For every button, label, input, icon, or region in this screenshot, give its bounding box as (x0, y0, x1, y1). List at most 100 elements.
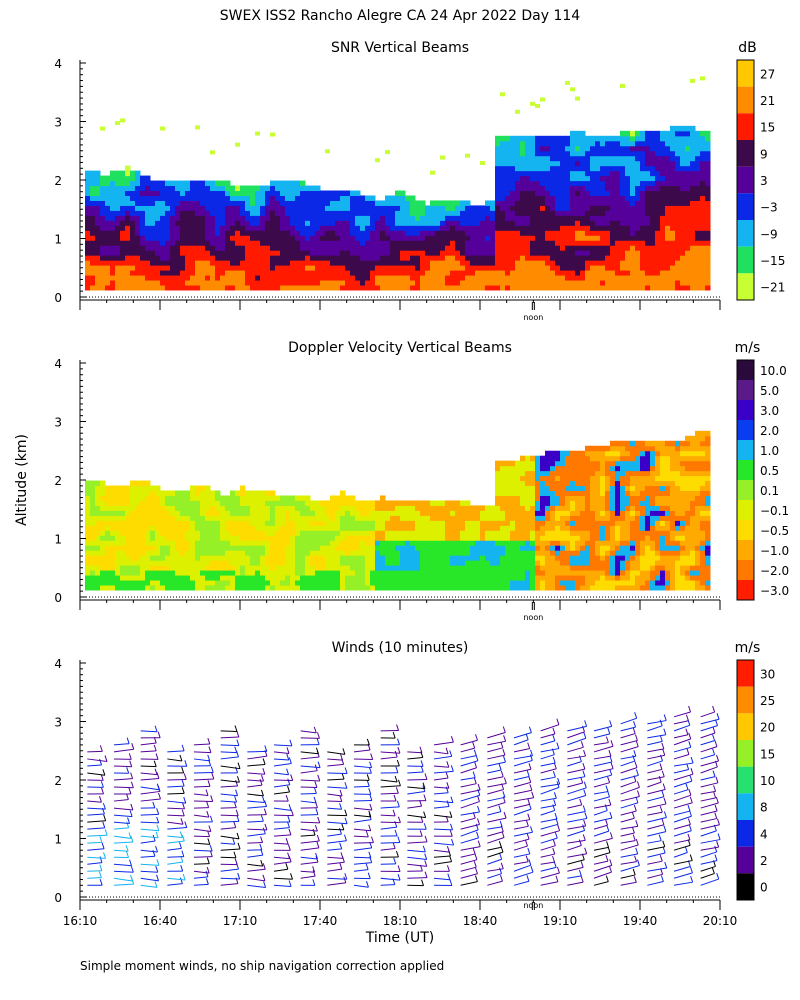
snr-cell (420, 210, 426, 216)
snr-cell (585, 170, 591, 177)
colorbar-swatch (737, 86, 754, 114)
snr-cell (170, 205, 176, 211)
snr-cell (115, 245, 121, 251)
snr-cell (620, 255, 626, 261)
doppler-cell (365, 520, 371, 526)
doppler-cell (140, 505, 146, 511)
snr-cell (350, 245, 356, 251)
snr-cell (90, 200, 96, 206)
doppler-cell (275, 575, 281, 581)
snr-cell (475, 220, 481, 226)
doppler-cell (260, 500, 266, 506)
snr-cell (160, 270, 166, 276)
snr-cell (635, 185, 641, 192)
snr-cell (410, 260, 416, 266)
snr-cell (410, 210, 416, 216)
doppler-cell (105, 580, 111, 586)
snr-cell (610, 245, 616, 251)
snr-cell (515, 170, 521, 177)
snr-cell (680, 284, 686, 291)
snr-cell (570, 140, 576, 147)
doppler-cell (510, 475, 516, 482)
snr-cell (270, 235, 276, 241)
snr-cell (615, 190, 621, 197)
snr-cell (675, 225, 681, 231)
snr-cell (135, 225, 141, 231)
snr-cell (510, 255, 516, 261)
snr-cell (125, 175, 131, 182)
snr-cell (150, 235, 156, 241)
snr-cell (235, 250, 241, 256)
snr-cell (415, 260, 421, 266)
colorbar-label: 3 (760, 174, 768, 188)
doppler-cell (325, 510, 331, 516)
snr-cell (595, 185, 601, 192)
doppler-cell (360, 570, 366, 576)
doppler-cell (485, 520, 491, 526)
snr-cell (585, 255, 591, 261)
doppler-cell (260, 505, 266, 511)
snr-cell (95, 245, 101, 251)
snr-cell (385, 195, 391, 201)
snr-cell (95, 284, 101, 291)
doppler-cell (400, 560, 406, 566)
snr-cell (570, 180, 576, 187)
snr-cell (255, 250, 261, 256)
snr-cell (400, 220, 406, 226)
snr-cell (120, 250, 126, 256)
snr-cell (375, 280, 381, 286)
snr-cell (350, 255, 356, 261)
snr-cell (595, 140, 601, 147)
doppler-cell (420, 510, 426, 516)
snr-cell (260, 235, 266, 241)
snr-cell (500, 155, 506, 162)
doppler-cell (505, 560, 511, 566)
snr-cell (675, 170, 681, 177)
doppler-cell (380, 495, 386, 501)
snr-cell (645, 190, 651, 197)
snr-cell (405, 250, 411, 256)
snr-cell (525, 165, 531, 172)
doppler-cell (140, 550, 146, 556)
snr-cell (640, 220, 646, 226)
snr-cell (95, 220, 101, 226)
doppler-cell (475, 555, 481, 561)
doppler-cell (240, 510, 246, 516)
snr-cell (630, 240, 636, 246)
snr-cell (550, 135, 556, 142)
snr-cell (395, 260, 401, 266)
snr-cell (105, 270, 111, 276)
doppler-cell (365, 570, 371, 576)
doppler-cell (370, 550, 376, 556)
snr-cell (695, 265, 701, 271)
snr-cell (530, 180, 536, 187)
doppler-cell (505, 520, 511, 526)
doppler-cell (260, 560, 266, 566)
doppler-cell (210, 535, 216, 541)
snr-cell (550, 260, 556, 266)
snr-cell (270, 260, 276, 266)
snr-cell (185, 275, 191, 281)
snr-cell (110, 180, 116, 187)
doppler-cell (470, 580, 476, 586)
doppler-cell (175, 490, 181, 497)
doppler-cell (355, 515, 361, 521)
doppler-cell (265, 570, 271, 576)
doppler-cell (285, 500, 291, 506)
snr-cell (485, 240, 491, 246)
snr-cell (540, 145, 546, 152)
doppler-cell (340, 495, 346, 501)
snr-cell (200, 245, 206, 251)
doppler-cell (290, 505, 296, 511)
snr-cell (215, 185, 221, 192)
doppler-cell (375, 560, 381, 566)
doppler-cell (475, 510, 481, 516)
snr-cell (425, 235, 431, 241)
snr-cell (555, 270, 561, 276)
snr-cell (435, 250, 441, 256)
snr-cell (250, 195, 256, 201)
snr-cell (590, 155, 596, 162)
snr-cell (525, 275, 531, 281)
doppler-cell (125, 495, 131, 501)
doppler-cell (100, 485, 106, 492)
